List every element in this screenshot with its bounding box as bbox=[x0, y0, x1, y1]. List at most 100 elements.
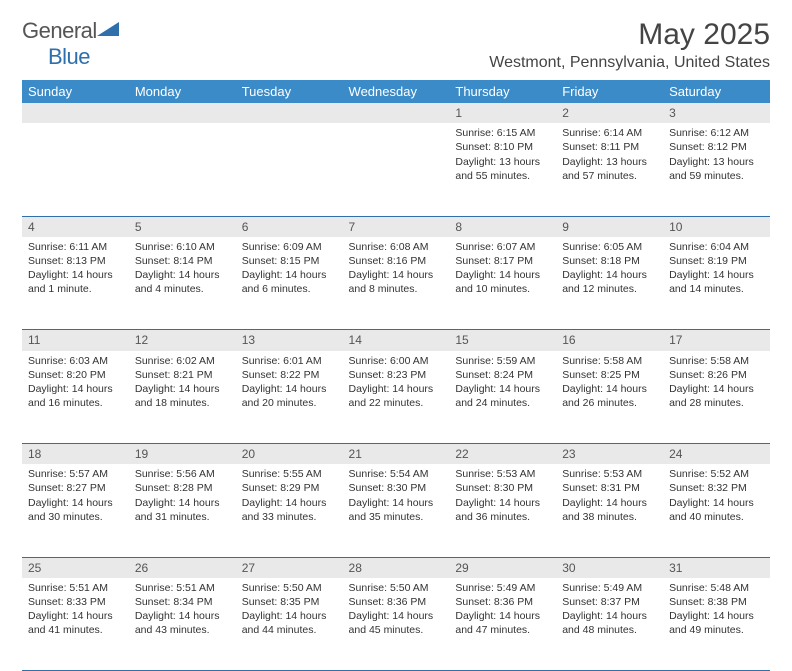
day-number-cell: 8 bbox=[449, 216, 556, 237]
day-content-cell: Sunrise: 5:52 AM Sunset: 8:32 PM Dayligh… bbox=[663, 464, 770, 557]
day-content-text: Sunrise: 5:49 AM Sunset: 8:37 PM Dayligh… bbox=[556, 578, 663, 642]
day-content-row: Sunrise: 6:03 AM Sunset: 8:20 PM Dayligh… bbox=[22, 351, 770, 444]
day-content-text: Sunrise: 6:09 AM Sunset: 8:15 PM Dayligh… bbox=[236, 237, 343, 301]
day-content-text bbox=[22, 123, 129, 130]
day-number-cell: 24 bbox=[663, 444, 770, 465]
day-number-cell: 19 bbox=[129, 444, 236, 465]
day-number-cell: 11 bbox=[22, 330, 129, 351]
day-content-text bbox=[236, 123, 343, 130]
logo-triangle-icon bbox=[97, 20, 121, 38]
day-number-row: 11121314151617 bbox=[22, 330, 770, 351]
day-number-cell: 3 bbox=[663, 103, 770, 123]
day-content-cell bbox=[129, 123, 236, 216]
day-number-row: 123 bbox=[22, 103, 770, 123]
day-content-text: Sunrise: 5:56 AM Sunset: 8:28 PM Dayligh… bbox=[129, 464, 236, 528]
weekday-header: Monday bbox=[129, 80, 236, 103]
day-number-row: 25262728293031 bbox=[22, 557, 770, 578]
day-content-text: Sunrise: 6:14 AM Sunset: 8:11 PM Dayligh… bbox=[556, 123, 663, 187]
day-content-cell: Sunrise: 5:54 AM Sunset: 8:30 PM Dayligh… bbox=[343, 464, 450, 557]
day-content-cell bbox=[236, 123, 343, 216]
day-number-cell: 30 bbox=[556, 557, 663, 578]
day-content-text: Sunrise: 5:51 AM Sunset: 8:34 PM Dayligh… bbox=[129, 578, 236, 642]
day-content-cell: Sunrise: 5:53 AM Sunset: 8:30 PM Dayligh… bbox=[449, 464, 556, 557]
day-content-cell: Sunrise: 6:03 AM Sunset: 8:20 PM Dayligh… bbox=[22, 351, 129, 444]
day-content-cell: Sunrise: 6:09 AM Sunset: 8:15 PM Dayligh… bbox=[236, 237, 343, 330]
day-content-cell: Sunrise: 5:51 AM Sunset: 8:34 PM Dayligh… bbox=[129, 578, 236, 671]
day-number-cell: 13 bbox=[236, 330, 343, 351]
day-content-cell: Sunrise: 5:50 AM Sunset: 8:36 PM Dayligh… bbox=[343, 578, 450, 671]
day-number-cell: 6 bbox=[236, 216, 343, 237]
day-content-cell: Sunrise: 6:02 AM Sunset: 8:21 PM Dayligh… bbox=[129, 351, 236, 444]
day-content-cell: Sunrise: 6:07 AM Sunset: 8:17 PM Dayligh… bbox=[449, 237, 556, 330]
day-content-text: Sunrise: 5:55 AM Sunset: 8:29 PM Dayligh… bbox=[236, 464, 343, 528]
day-number-cell: 7 bbox=[343, 216, 450, 237]
day-number-cell: 9 bbox=[556, 216, 663, 237]
day-number-cell: 17 bbox=[663, 330, 770, 351]
weekday-header: Wednesday bbox=[343, 80, 450, 103]
day-number-cell: 29 bbox=[449, 557, 556, 578]
day-content-text: Sunrise: 5:53 AM Sunset: 8:31 PM Dayligh… bbox=[556, 464, 663, 528]
day-content-text: Sunrise: 5:59 AM Sunset: 8:24 PM Dayligh… bbox=[449, 351, 556, 415]
day-content-cell: Sunrise: 5:48 AM Sunset: 8:38 PM Dayligh… bbox=[663, 578, 770, 671]
day-content-cell: Sunrise: 6:15 AM Sunset: 8:10 PM Dayligh… bbox=[449, 123, 556, 216]
day-content-text: Sunrise: 6:10 AM Sunset: 8:14 PM Dayligh… bbox=[129, 237, 236, 301]
day-content-row: Sunrise: 6:11 AM Sunset: 8:13 PM Dayligh… bbox=[22, 237, 770, 330]
day-number-cell: 2 bbox=[556, 103, 663, 123]
weekday-header: Sunday bbox=[22, 80, 129, 103]
day-number-cell: 26 bbox=[129, 557, 236, 578]
day-number-cell: 27 bbox=[236, 557, 343, 578]
day-content-text: Sunrise: 5:58 AM Sunset: 8:25 PM Dayligh… bbox=[556, 351, 663, 415]
day-number-cell: 12 bbox=[129, 330, 236, 351]
day-content-text: Sunrise: 5:50 AM Sunset: 8:36 PM Dayligh… bbox=[343, 578, 450, 642]
day-content-cell: Sunrise: 6:12 AM Sunset: 8:12 PM Dayligh… bbox=[663, 123, 770, 216]
day-number-cell: 10 bbox=[663, 216, 770, 237]
day-number-cell: 21 bbox=[343, 444, 450, 465]
day-content-cell: Sunrise: 5:53 AM Sunset: 8:31 PM Dayligh… bbox=[556, 464, 663, 557]
day-content-row: Sunrise: 5:51 AM Sunset: 8:33 PM Dayligh… bbox=[22, 578, 770, 671]
day-content-row: Sunrise: 5:57 AM Sunset: 8:27 PM Dayligh… bbox=[22, 464, 770, 557]
day-content-cell: Sunrise: 5:58 AM Sunset: 8:25 PM Dayligh… bbox=[556, 351, 663, 444]
day-content-cell: Sunrise: 6:11 AM Sunset: 8:13 PM Dayligh… bbox=[22, 237, 129, 330]
day-content-text: Sunrise: 6:15 AM Sunset: 8:10 PM Dayligh… bbox=[449, 123, 556, 187]
calendar-body: 123Sunrise: 6:15 AM Sunset: 8:10 PM Dayl… bbox=[22, 103, 770, 671]
day-content-cell: Sunrise: 5:49 AM Sunset: 8:37 PM Dayligh… bbox=[556, 578, 663, 671]
day-number-cell bbox=[22, 103, 129, 123]
weekday-header-row: SundayMondayTuesdayWednesdayThursdayFrid… bbox=[22, 80, 770, 103]
day-number-cell bbox=[129, 103, 236, 123]
day-content-row: Sunrise: 6:15 AM Sunset: 8:10 PM Dayligh… bbox=[22, 123, 770, 216]
day-content-text: Sunrise: 6:07 AM Sunset: 8:17 PM Dayligh… bbox=[449, 237, 556, 301]
brand-word1: General bbox=[22, 18, 97, 43]
calendar-table: SundayMondayTuesdayWednesdayThursdayFrid… bbox=[22, 80, 770, 671]
day-content-text: Sunrise: 6:03 AM Sunset: 8:20 PM Dayligh… bbox=[22, 351, 129, 415]
day-content-text: Sunrise: 6:00 AM Sunset: 8:23 PM Dayligh… bbox=[343, 351, 450, 415]
day-number-cell: 14 bbox=[343, 330, 450, 351]
day-content-cell: Sunrise: 6:10 AM Sunset: 8:14 PM Dayligh… bbox=[129, 237, 236, 330]
title-block: May 2025 Westmont, Pennsylvania, United … bbox=[489, 18, 770, 72]
day-content-text: Sunrise: 5:58 AM Sunset: 8:26 PM Dayligh… bbox=[663, 351, 770, 415]
day-content-text bbox=[129, 123, 236, 130]
day-content-cell: Sunrise: 6:08 AM Sunset: 8:16 PM Dayligh… bbox=[343, 237, 450, 330]
brand-text: General Blue bbox=[22, 18, 121, 70]
day-number-cell: 1 bbox=[449, 103, 556, 123]
day-content-text: Sunrise: 5:49 AM Sunset: 8:36 PM Dayligh… bbox=[449, 578, 556, 642]
day-content-text: Sunrise: 6:11 AM Sunset: 8:13 PM Dayligh… bbox=[22, 237, 129, 301]
day-number-cell: 28 bbox=[343, 557, 450, 578]
day-content-cell bbox=[343, 123, 450, 216]
day-number-cell: 25 bbox=[22, 557, 129, 578]
weekday-header: Saturday bbox=[663, 80, 770, 103]
day-number-cell: 22 bbox=[449, 444, 556, 465]
day-number-cell: 23 bbox=[556, 444, 663, 465]
day-content-cell: Sunrise: 5:56 AM Sunset: 8:28 PM Dayligh… bbox=[129, 464, 236, 557]
day-number-cell: 18 bbox=[22, 444, 129, 465]
weekday-header: Friday bbox=[556, 80, 663, 103]
day-content-cell: Sunrise: 6:00 AM Sunset: 8:23 PM Dayligh… bbox=[343, 351, 450, 444]
day-content-cell: Sunrise: 6:14 AM Sunset: 8:11 PM Dayligh… bbox=[556, 123, 663, 216]
day-content-cell: Sunrise: 6:01 AM Sunset: 8:22 PM Dayligh… bbox=[236, 351, 343, 444]
day-content-text: Sunrise: 6:08 AM Sunset: 8:16 PM Dayligh… bbox=[343, 237, 450, 301]
day-number-row: 45678910 bbox=[22, 216, 770, 237]
day-number-cell: 15 bbox=[449, 330, 556, 351]
day-content-cell: Sunrise: 6:04 AM Sunset: 8:19 PM Dayligh… bbox=[663, 237, 770, 330]
day-number-cell bbox=[236, 103, 343, 123]
day-content-text: Sunrise: 5:57 AM Sunset: 8:27 PM Dayligh… bbox=[22, 464, 129, 528]
day-number-cell: 20 bbox=[236, 444, 343, 465]
